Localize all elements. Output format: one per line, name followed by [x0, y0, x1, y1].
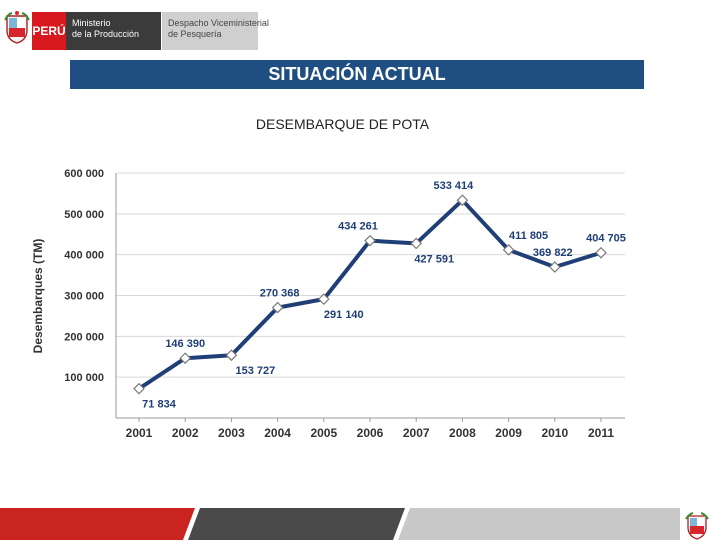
data-point-marker: [179, 352, 192, 365]
vice-ministry-line-1: Despacho Viceministerial: [168, 18, 269, 28]
x-tick-label: 2003: [218, 426, 245, 440]
footer-grey-stripe: [398, 508, 680, 540]
data-labels: 71 834 146 390 153 727 270 368 291 140 434 26…: [142, 180, 626, 410]
peru-crest-icon: [4, 11, 30, 44]
data-point-marker: [133, 382, 145, 395]
ministry-line-2: de la Producción: [72, 29, 140, 39]
ministry-line-1: Ministerio: [72, 18, 111, 28]
data-label: 146 390: [165, 338, 205, 350]
data-label: 427 591: [414, 253, 454, 265]
y-tick-label: 300 000: [64, 291, 104, 303]
data-point-marker: [364, 234, 376, 247]
data-point-marker: [410, 237, 423, 250]
data-label: 291 140: [324, 309, 364, 321]
y-tick-label: 400 000: [64, 250, 104, 262]
data-point-marker: [456, 194, 469, 207]
x-tick-label: 2011: [588, 426, 614, 440]
x-tick-label: 2002: [172, 426, 199, 440]
data-label: 434 261: [338, 221, 378, 233]
data-point-marker: [317, 293, 330, 305]
data-point-marker: [271, 301, 284, 314]
x-tick-label: 2010: [541, 426, 568, 440]
data-label: 369 822: [533, 247, 573, 259]
slide-title-bar: SITUACIÓN ACTUAL: [70, 60, 644, 89]
data-label: 411 805: [509, 230, 548, 242]
data-label: 71 834: [142, 399, 177, 411]
vice-ministry-line-2: de Pesquería: [168, 29, 222, 39]
data-label: 533 414: [434, 180, 475, 192]
peru-logo: PERÚ: [32, 12, 66, 50]
data-point-marker: [225, 349, 238, 362]
data-label: 404 705: [586, 233, 626, 245]
ministry-label: Ministerio de la Producción: [66, 12, 161, 50]
y-tick-label: 500 000: [64, 209, 104, 221]
x-tick-label: 2009: [495, 426, 522, 440]
landings-line-chart: 100 000 200 000 300 000 400 000 500 000 600 0…: [31, 168, 626, 440]
series-line: [133, 194, 607, 395]
x-tick-label: 2004: [264, 426, 291, 440]
x-tick-label: 2006: [357, 426, 384, 440]
grid-lines: [116, 172, 625, 378]
footer-stripes: [0, 508, 680, 540]
y-tick-label: 100 000: [64, 372, 104, 384]
x-tick-label: 2005: [310, 426, 337, 440]
data-label: 153 727: [236, 365, 276, 377]
y-tick-label: 600 000: [64, 168, 104, 180]
slide-title: SITUACIÓN ACTUAL: [268, 64, 446, 84]
x-tick-label: 2001: [126, 426, 153, 440]
footer-red-stripe: [0, 508, 195, 540]
axes: 100 000 200 000 300 000 400 000 500 000 600 0…: [31, 168, 625, 440]
data-label: 270 368: [260, 288, 300, 300]
chart-subtitle: DESEMBARQUE DE POTA: [255, 116, 430, 132]
vice-ministry-label: Despacho Viceministerial de Pesquería: [162, 12, 269, 50]
x-tick-label: 2007: [403, 426, 430, 440]
x-tick-label: 2008: [449, 426, 476, 440]
header: PERÚ Ministerio de la Producción Despach…: [0, 0, 720, 56]
footer-crest-icon: [685, 512, 709, 540]
footer-dark-stripe: [188, 508, 405, 540]
data-point-marker: [502, 243, 515, 256]
y-axis-title: Desembarques (TM): [31, 239, 45, 354]
data-point-marker: [595, 246, 607, 259]
data-point-marker: [548, 261, 561, 273]
y-tick-label: 200 000: [64, 331, 104, 343]
